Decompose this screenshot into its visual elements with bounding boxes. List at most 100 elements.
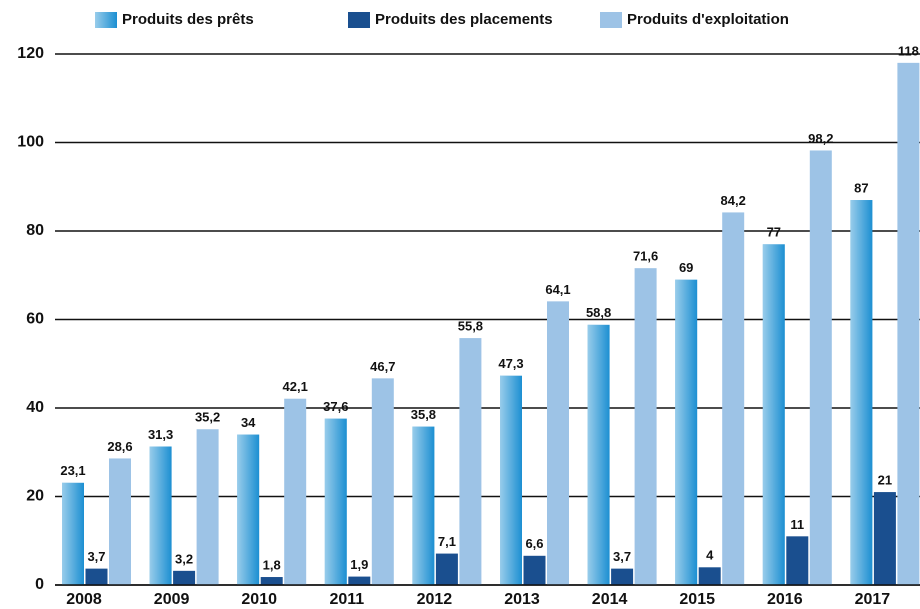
- data-label: 64,1: [545, 282, 570, 297]
- legend-label: Produits des placements: [375, 11, 553, 28]
- bar-group: [459, 338, 482, 585]
- bar-group: [109, 458, 131, 585]
- data-label: 7,1: [438, 534, 456, 549]
- data-label: 46,7: [370, 359, 395, 374]
- y-tick-label: 80: [26, 222, 44, 239]
- data-label: 6,6: [525, 536, 543, 551]
- legend-label: Produits d'exploitation: [627, 11, 789, 28]
- bar-group: [284, 398, 307, 585]
- legend-swatch-shade: [348, 12, 370, 28]
- x-tick-label: 2016: [767, 591, 803, 608]
- bar-group: [348, 576, 371, 585]
- data-label: 31,3: [148, 427, 173, 442]
- bar-shade: [786, 536, 809, 585]
- bar-shade: [85, 568, 108, 585]
- data-label: 3,7: [613, 549, 631, 564]
- data-label: 1,9: [350, 557, 368, 572]
- bar-group: [62, 482, 84, 585]
- bar-shade: [698, 567, 721, 585]
- bar-group: [873, 492, 896, 585]
- bar-group: [634, 268, 657, 585]
- data-label: 55,8: [458, 319, 483, 334]
- bar-shade: [722, 212, 745, 586]
- x-tick-label: 2014: [592, 591, 628, 608]
- bar-shade: [196, 429, 219, 585]
- bar-shade: [284, 398, 307, 585]
- legend-label: Produits des prêts: [122, 11, 254, 28]
- bar-shade: [547, 301, 569, 585]
- data-label: 4: [706, 548, 714, 563]
- data-label: 28,6: [107, 439, 132, 454]
- y-tick-label: 40: [26, 399, 44, 416]
- bar-group: [324, 418, 347, 585]
- bar-group: [412, 426, 435, 585]
- data-label: 58,8: [586, 305, 611, 320]
- bar-group: [196, 429, 219, 585]
- x-tick-label: 2015: [679, 591, 715, 608]
- bar-group: [523, 555, 546, 585]
- bar-shade: [109, 458, 131, 585]
- bar-shade: [897, 62, 920, 586]
- data-label: 69: [679, 260, 693, 275]
- bar-group: [698, 567, 721, 585]
- data-label: 35,8: [411, 407, 436, 422]
- x-tick-label: 2013: [504, 591, 540, 608]
- data-label: 1,8: [263, 557, 281, 572]
- bar-group: [675, 279, 698, 585]
- bar-shade: [260, 577, 283, 585]
- bar-shade: [348, 576, 371, 585]
- bar-shade: [435, 553, 458, 585]
- legend-swatch-shade: [95, 12, 117, 28]
- y-tick-label: 100: [17, 134, 44, 151]
- bar-shade: [611, 568, 634, 585]
- bar-group: [809, 150, 832, 585]
- bar-shade: [873, 492, 896, 585]
- bar-group: [173, 570, 196, 585]
- bar-group: [149, 446, 172, 585]
- bar-group: [260, 577, 283, 585]
- data-label: 98,2: [808, 131, 833, 146]
- bar-shade: [762, 244, 785, 585]
- bar-shade: [500, 375, 522, 585]
- bar-group: [547, 301, 569, 585]
- x-tick-label: 2008: [66, 591, 102, 608]
- data-label: 3,7: [87, 549, 105, 564]
- bar-group: [587, 324, 610, 585]
- bar-group: [850, 200, 873, 585]
- bar-group: [722, 212, 745, 586]
- bar-shade: [324, 418, 347, 585]
- bar-group: [500, 375, 522, 585]
- bar-shade: [173, 570, 196, 585]
- data-label: 21: [878, 473, 892, 488]
- bar-shade: [237, 434, 260, 585]
- x-tick-label: 2017: [855, 591, 891, 608]
- bar-shade: [809, 150, 832, 585]
- bar-shade: [62, 482, 84, 585]
- data-label: 118: [898, 43, 919, 58]
- data-label: 42,1: [283, 379, 308, 394]
- data-label: 11: [790, 517, 804, 532]
- bar-shade: [523, 555, 546, 585]
- bar-group: [237, 434, 260, 585]
- bar-shade: [587, 324, 610, 585]
- bar-shade: [850, 200, 873, 585]
- data-label: 84,2: [721, 193, 746, 208]
- data-label: 35,2: [195, 410, 220, 425]
- bar-group: [786, 536, 809, 585]
- data-label: 3,2: [175, 551, 193, 566]
- bar-group: [85, 568, 108, 585]
- bar-group: [897, 62, 920, 586]
- y-tick-label: 60: [26, 311, 44, 328]
- legend-swatch-shade: [600, 12, 622, 28]
- bar-shade: [371, 378, 394, 585]
- bar-shade: [412, 426, 435, 585]
- x-tick-label: 2009: [154, 591, 190, 608]
- bar-shade: [675, 279, 698, 585]
- data-label: 77: [767, 225, 781, 240]
- data-label: 23,1: [60, 463, 85, 478]
- data-label: 34: [241, 415, 256, 430]
- bar-group: [371, 378, 394, 585]
- bar-shade: [459, 338, 482, 585]
- y-tick-label: 0: [35, 576, 44, 593]
